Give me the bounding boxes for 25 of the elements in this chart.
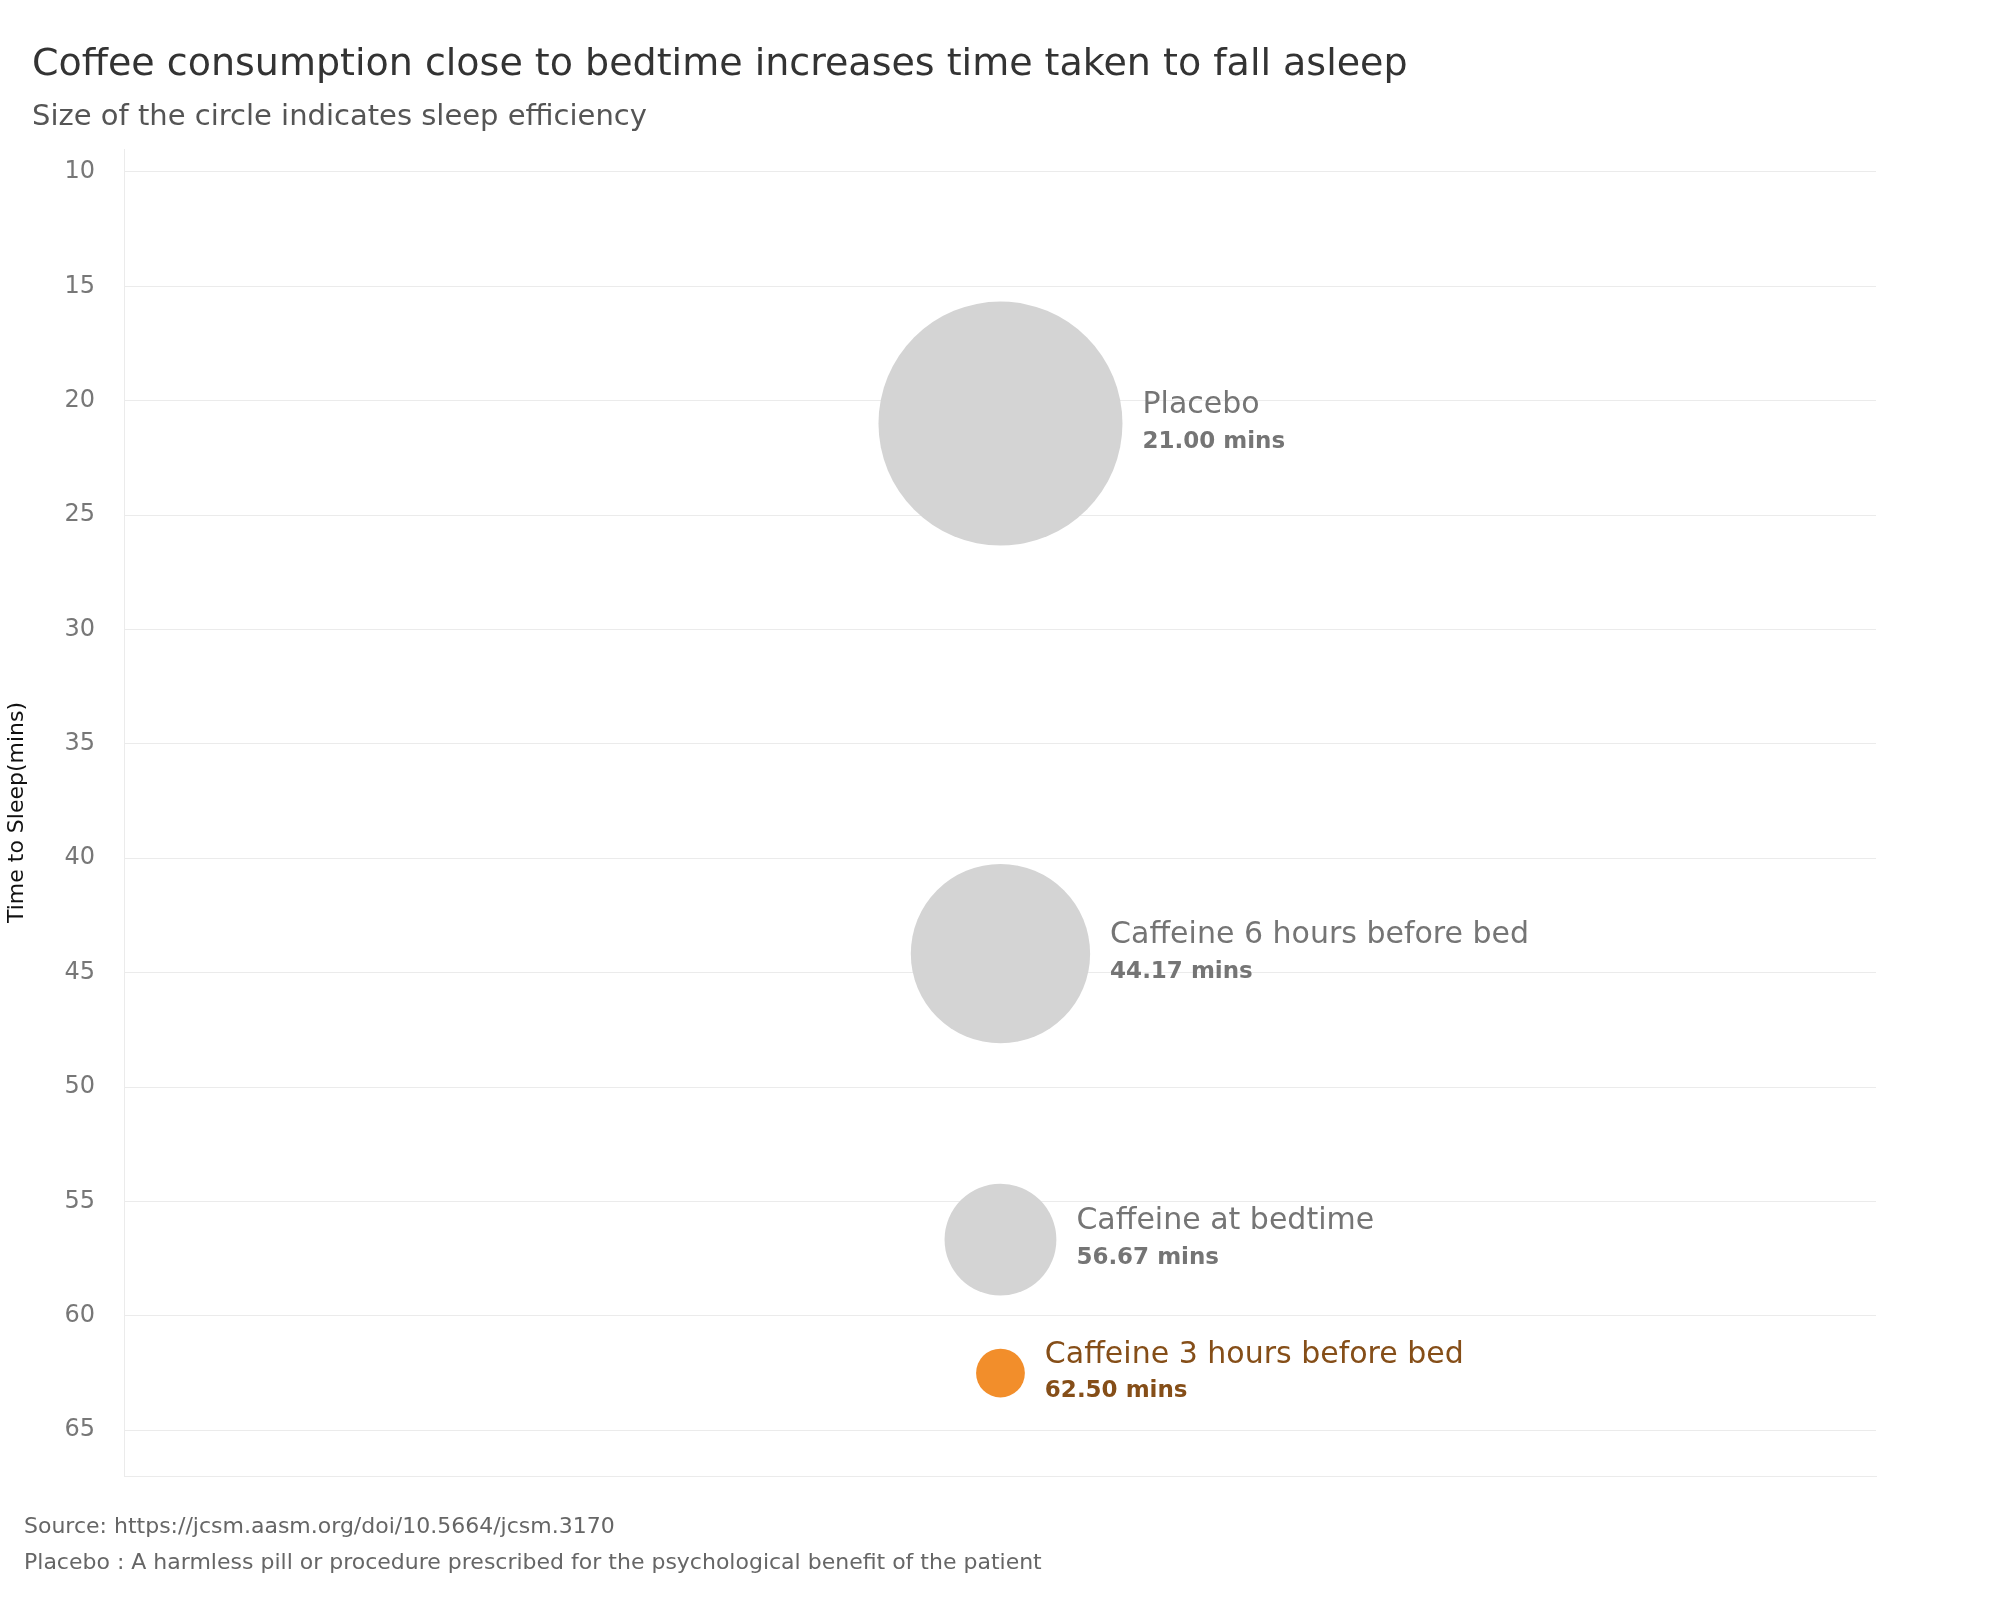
y-tick-label: 15 <box>64 270 95 299</box>
y-tick-label: 25 <box>64 499 95 528</box>
data-label: 56.67 mins <box>1076 1242 1220 1269</box>
data-label: 21.00 mins <box>1142 426 1286 453</box>
series-label: Caffeine at bedtime <box>1076 1201 1375 1237</box>
text: Placebo : A harmless pill or procedure prescribed for the psychological benefit of the patient <box>24 1548 1042 1576</box>
y-tick-label: 20 <box>64 384 95 413</box>
chart-subtitle: Size of the circle indicates sleep efficiency <box>32 98 647 132</box>
series-label: Caffeine 3 hours before bed <box>1044 1334 1464 1370</box>
y-tick-label: 65 <box>64 1414 95 1443</box>
source-note: Source: https://jcsm.aasm.org/doi/10.5664/jcsm.3170 <box>24 1512 616 1540</box>
y-tick-label: 45 <box>64 956 95 985</box>
chart-title: Coffee consumption close to bedtime increases time taken to fall asleep <box>32 40 1408 84</box>
series-label: Placebo <box>1142 385 1260 421</box>
y-tick-label: 35 <box>64 728 95 757</box>
y-tick-label: 40 <box>64 842 95 871</box>
y-tick-label: 60 <box>64 1300 95 1329</box>
data-label: 62.50 mins <box>1044 1376 1188 1403</box>
data-label: 44.17 mins <box>1110 956 1253 983</box>
y-tick-label: 30 <box>64 613 95 642</box>
y-tick-label: 55 <box>64 1185 95 1214</box>
series-label: Caffeine 6 hours before bed <box>1110 915 1530 951</box>
y-axis-title: Time to Sleep(mins) <box>2 701 28 925</box>
y-tick-label: 10 <box>64 156 95 185</box>
y-tick-label: 50 <box>64 1071 95 1100</box>
